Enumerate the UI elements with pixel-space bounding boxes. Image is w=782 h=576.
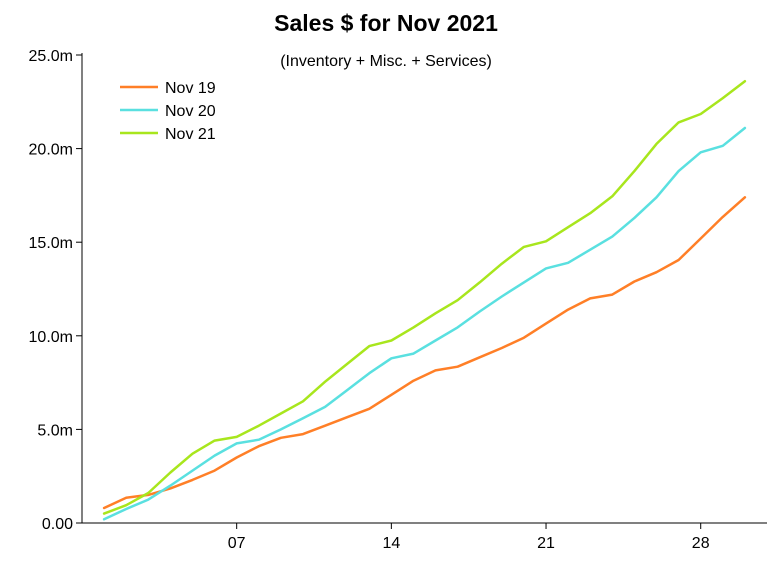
series-line-nov-21 [102, 79, 747, 515]
legend-label-nov-19: Nov 19 [165, 80, 216, 97]
y-tick-label: 10.0m [29, 329, 73, 346]
series-line-nov-19 [102, 196, 747, 510]
y-tick-label: 0.00 [42, 516, 73, 533]
y-tick-label: 25.0m [29, 48, 73, 65]
legend: Nov 19 Nov 20 Nov 21 [120, 80, 216, 143]
legend-label-nov-20: Nov 20 [165, 103, 216, 120]
axes: 0.00 5.0m 10.0m 15.0m 20.0m 25.0m 07 14 21 28 [29, 48, 767, 552]
y-tick-label: 20.0m [29, 142, 73, 159]
series-line-nov-20 [102, 126, 747, 521]
y-tick-label: 15.0m [29, 235, 73, 252]
x-tick-label: 14 [382, 535, 400, 552]
chart-subtitle: (Inventory + Misc. + Services) [280, 53, 492, 70]
x-tick-label: 21 [537, 535, 555, 552]
series-layer [102, 79, 747, 521]
chart-title: Sales $ for Nov 2021 [274, 10, 498, 36]
y-tick-label: 5.0m [37, 422, 73, 439]
x-tick-label: 07 [228, 535, 246, 552]
legend-label-nov-21: Nov 21 [165, 126, 216, 143]
x-tick-label: 28 [692, 535, 710, 552]
